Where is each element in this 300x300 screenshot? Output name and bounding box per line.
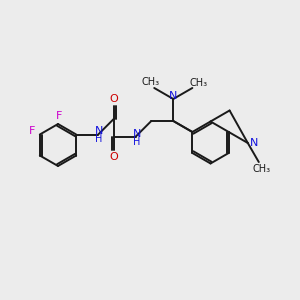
Text: CH₃: CH₃ xyxy=(253,164,271,174)
Text: O: O xyxy=(110,94,118,104)
Text: F: F xyxy=(28,127,35,136)
Text: N: N xyxy=(250,138,258,148)
Text: N: N xyxy=(95,127,103,136)
Text: H: H xyxy=(133,136,140,146)
Text: CH₃: CH₃ xyxy=(189,78,207,88)
Text: O: O xyxy=(110,152,118,162)
Text: F: F xyxy=(56,111,62,121)
Text: CH₃: CH₃ xyxy=(141,77,159,87)
Text: N: N xyxy=(169,91,178,101)
Text: N: N xyxy=(133,128,141,139)
Text: H: H xyxy=(95,134,103,145)
